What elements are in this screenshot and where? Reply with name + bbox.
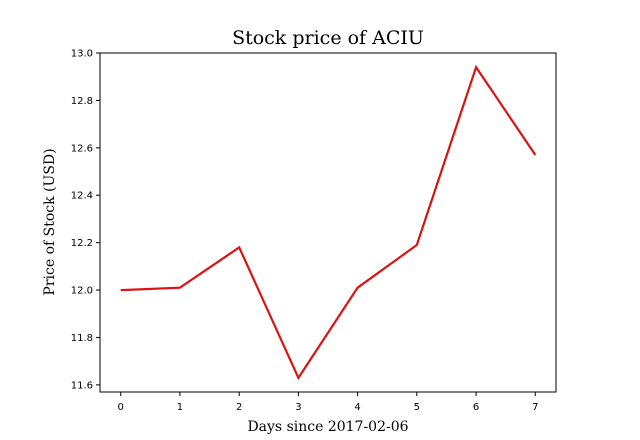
x-tick-label: 5 [414, 402, 420, 413]
y-tick-label: 11.8 [71, 333, 93, 344]
y-tick-label: 12.6 [71, 143, 93, 154]
x-tick-label: 4 [354, 402, 360, 413]
y-axis: 11.6 11.8 12.0 12.2 12.4 12.6 12.8 13.0 [71, 49, 100, 391]
y-tick-label: 12.2 [71, 238, 93, 249]
y-tick-label: 12.8 [71, 96, 93, 107]
x-axis-label: Days since 2017-02-06 [247, 419, 408, 435]
y-tick-label: 11.6 [71, 380, 93, 391]
y-tick-label: 13.0 [71, 49, 93, 60]
plot-area [99, 52, 557, 393]
data-points [120, 67, 536, 378]
y-tick-label: 12.4 [71, 191, 93, 202]
x-tick-label: 7 [532, 402, 538, 413]
x-tick-label: 0 [118, 402, 124, 413]
x-tick-label: 6 [473, 402, 479, 413]
series-line [120, 64, 537, 381]
x-tick-label: 3 [295, 402, 301, 413]
y-axis-label: Price of Stock (USD) [42, 148, 58, 295]
y-tick-label: 12.0 [71, 286, 93, 297]
x-tick-label: 2 [236, 402, 242, 413]
chart-title: Stock price of ACIU [232, 27, 424, 49]
x-axis: 0 1 2 3 4 5 6 7 [118, 392, 538, 413]
x-tick-label: 1 [177, 402, 183, 413]
